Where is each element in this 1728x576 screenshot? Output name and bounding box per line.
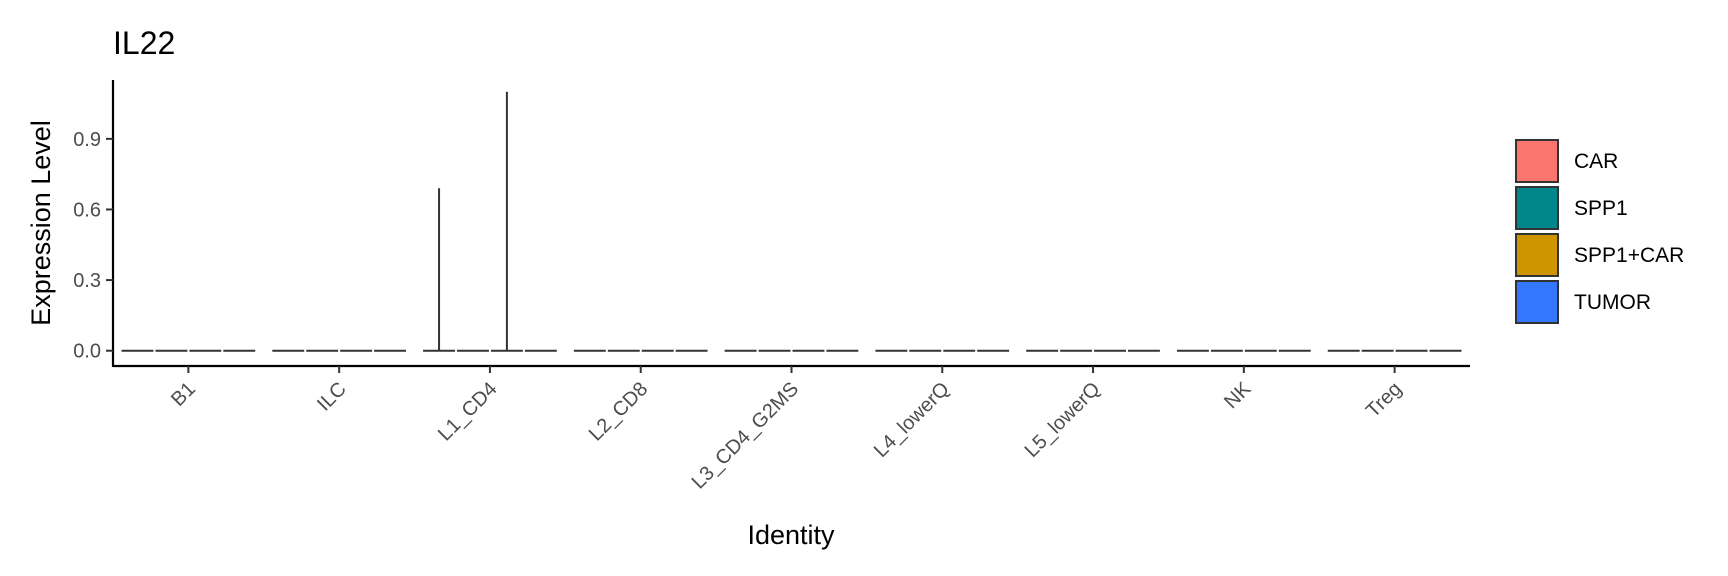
x-tick-label: Treg (1362, 378, 1406, 422)
legend: CAR SPP1 SPP1+CAR TUMOR (1515, 139, 1684, 324)
y-tick-label: 0.0 (73, 341, 101, 363)
x-tick-label: B1 (167, 378, 200, 411)
legend-label: TUMOR (1574, 291, 1651, 314)
y-ticks: 0.0 0.3 0.6 0.9 (73, 129, 113, 363)
x-tick-label: L3_CD4_G2MS (688, 378, 803, 493)
x-tick-label: L1_CD4 (434, 378, 501, 445)
x-tick-label: NK (1220, 378, 1256, 414)
chart-title: IL22 (113, 25, 175, 61)
x-tick-label: L5_lowerQ (1021, 378, 1105, 462)
legend-label: SPP1 (1574, 197, 1628, 220)
x-tick-label: L2_CD8 (585, 378, 652, 445)
legend-swatch (1515, 280, 1559, 324)
y-tick-label: 0.9 (73, 129, 101, 151)
legend-label: CAR (1574, 150, 1618, 173)
legend-swatch (1515, 139, 1559, 183)
plot-area (121, 91, 1462, 352)
y-axis-label: Expression Level (26, 120, 56, 326)
legend-swatch (1515, 233, 1559, 277)
y-tick-label: 0.3 (73, 270, 101, 292)
x-tick-label: L4_lowerQ (870, 378, 954, 462)
x-axis-label: Identity (747, 520, 835, 550)
x-tick-label: ILC (313, 378, 351, 416)
legend-label: SPP1+CAR (1574, 244, 1684, 267)
y-tick-label: 0.6 (73, 199, 101, 221)
legend-swatch (1515, 186, 1559, 230)
x-ticks: B1 ILC L1_CD4 L2_CD8 L3_CD4_G2MS L4_lowerQ L5_… (167, 366, 1406, 493)
